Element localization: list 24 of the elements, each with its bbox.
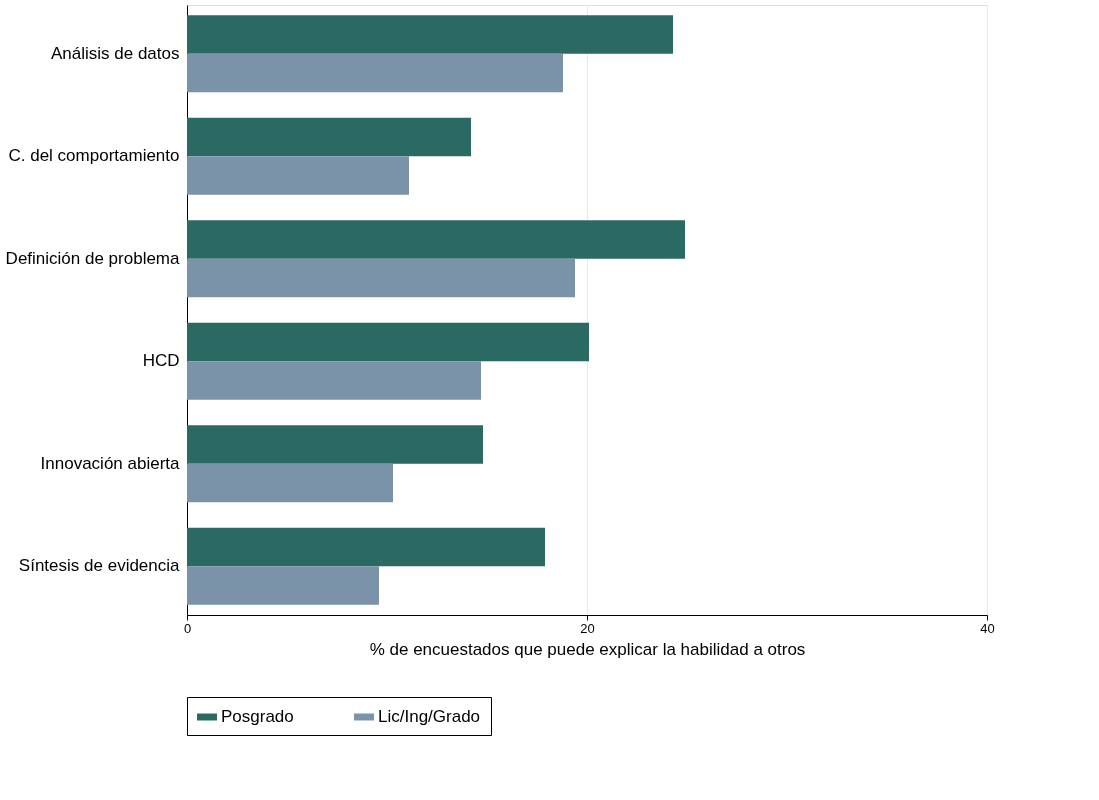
- bar: [187, 463, 393, 503]
- bar: [187, 15, 673, 54]
- y-tick-label: Análisis de datos: [50, 43, 180, 63]
- x-tick-label: 20: [580, 620, 595, 636]
- y-tick-label: Síntesis de evidencia: [18, 556, 181, 576]
- bar: [187, 425, 483, 464]
- y-tick-label: Definición de problema: [5, 248, 181, 268]
- bar: [187, 53, 563, 93]
- x-axis-title: % de encuestados que puede explicar la habilidad a otros: [369, 639, 806, 659]
- bar: [187, 566, 379, 605]
- bar: [187, 361, 481, 400]
- bar: [187, 322, 589, 362]
- y-tick-label: Innovación abierta: [40, 453, 181, 473]
- y-tick-label: C. del comportamiento: [8, 146, 180, 166]
- x-tick-label: 0: [183, 620, 192, 636]
- legend-label: Lic/Ing/Grado: [378, 707, 481, 726]
- bar: [187, 258, 575, 298]
- bar: [187, 220, 685, 259]
- bar: [187, 117, 471, 157]
- legend-label: Posgrado: [221, 707, 294, 726]
- bar: [187, 527, 545, 567]
- y-tick-label: HCD: [142, 351, 180, 371]
- x-tick-label: 40: [980, 620, 995, 636]
- bar: [187, 156, 409, 195]
